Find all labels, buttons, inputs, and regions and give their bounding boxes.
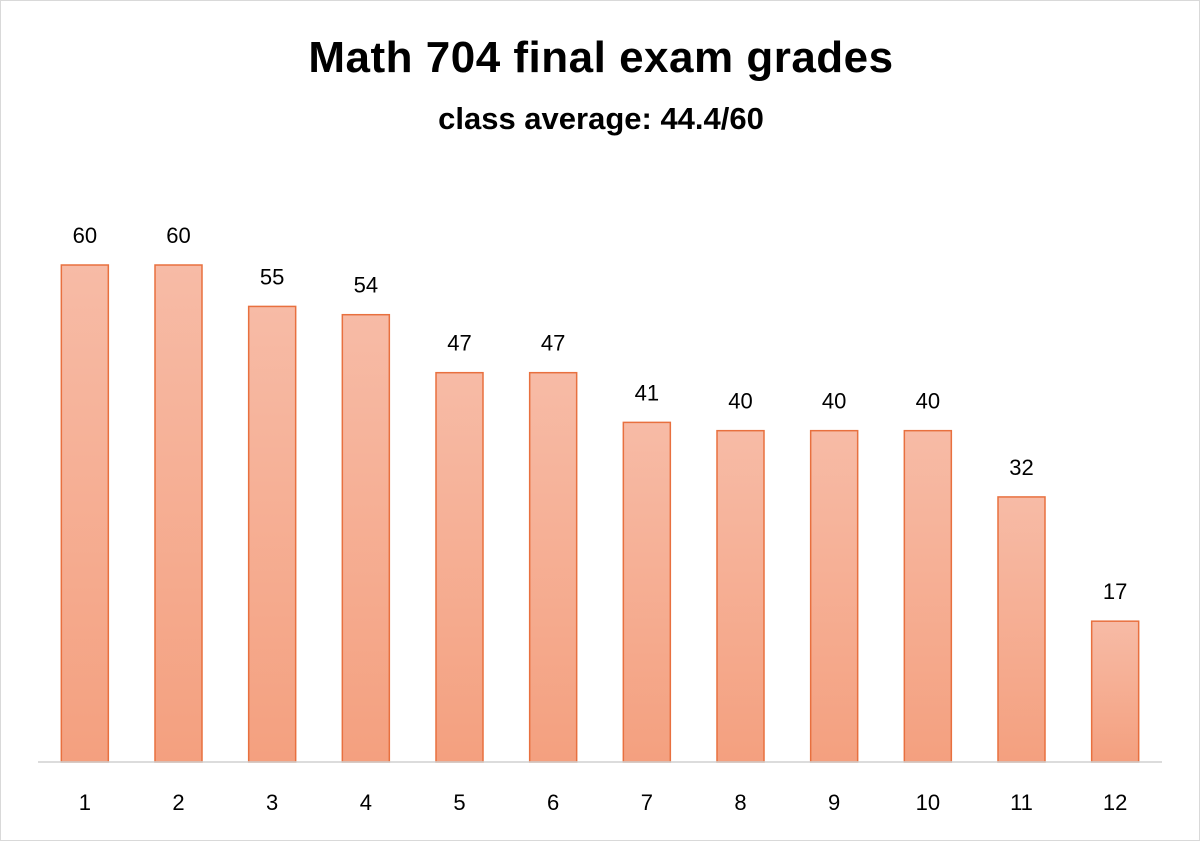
bar-1 [60, 264, 110, 763]
bar-2 [154, 264, 203, 763]
data-label-10: 40 [916, 389, 940, 414]
x-tick-label-5: 5 [453, 790, 465, 815]
x-tick-label-8: 8 [734, 790, 746, 815]
x-tick-label-10: 10 [916, 790, 940, 815]
data-labels-group: 60 60 55 54 47 47 41 40 40 40 32 17 [73, 223, 1128, 604]
x-tick-label-7: 7 [641, 790, 653, 815]
data-label-11: 32 [1009, 455, 1033, 480]
x-tick-label-4: 4 [360, 790, 372, 815]
bar-11 [997, 496, 1046, 763]
bar-9 [809, 429, 859, 763]
x-tick-labels-group: 1 2 3 4 5 6 7 8 9 10 11 12 [79, 790, 1128, 815]
data-label-9: 40 [822, 389, 846, 414]
data-label-8: 40 [728, 389, 752, 414]
data-label-12: 17 [1103, 579, 1127, 604]
data-label-6: 47 [541, 331, 565, 356]
bar-8 [716, 429, 765, 763]
bar-10 [903, 429, 953, 763]
data-label-3: 55 [260, 264, 284, 289]
data-label-4: 54 [354, 273, 378, 298]
x-tick-label-9: 9 [828, 790, 840, 815]
data-label-2: 60 [166, 223, 190, 248]
x-tick-label-11: 11 [1010, 790, 1033, 815]
bar-6 [528, 371, 578, 763]
data-label-5: 47 [447, 331, 471, 356]
x-tick-label-12: 12 [1103, 790, 1127, 815]
x-tick-label-6: 6 [547, 790, 559, 815]
chart-title: Math 704 final exam grades [308, 33, 894, 82]
chart-subtitle: class average: 44.4/60 [438, 101, 764, 136]
bars-group [60, 264, 1140, 763]
data-label-1: 60 [73, 223, 97, 248]
x-tick-label-2: 2 [172, 790, 184, 815]
bar-7 [622, 421, 672, 763]
x-tick-label-1: 1 [79, 790, 91, 815]
bar-12 [1090, 620, 1140, 763]
bar-4 [341, 313, 391, 763]
x-tick-label-3: 3 [266, 790, 278, 815]
bar-5 [435, 371, 484, 763]
bar-3 [247, 305, 297, 763]
data-label-7: 41 [635, 380, 659, 405]
